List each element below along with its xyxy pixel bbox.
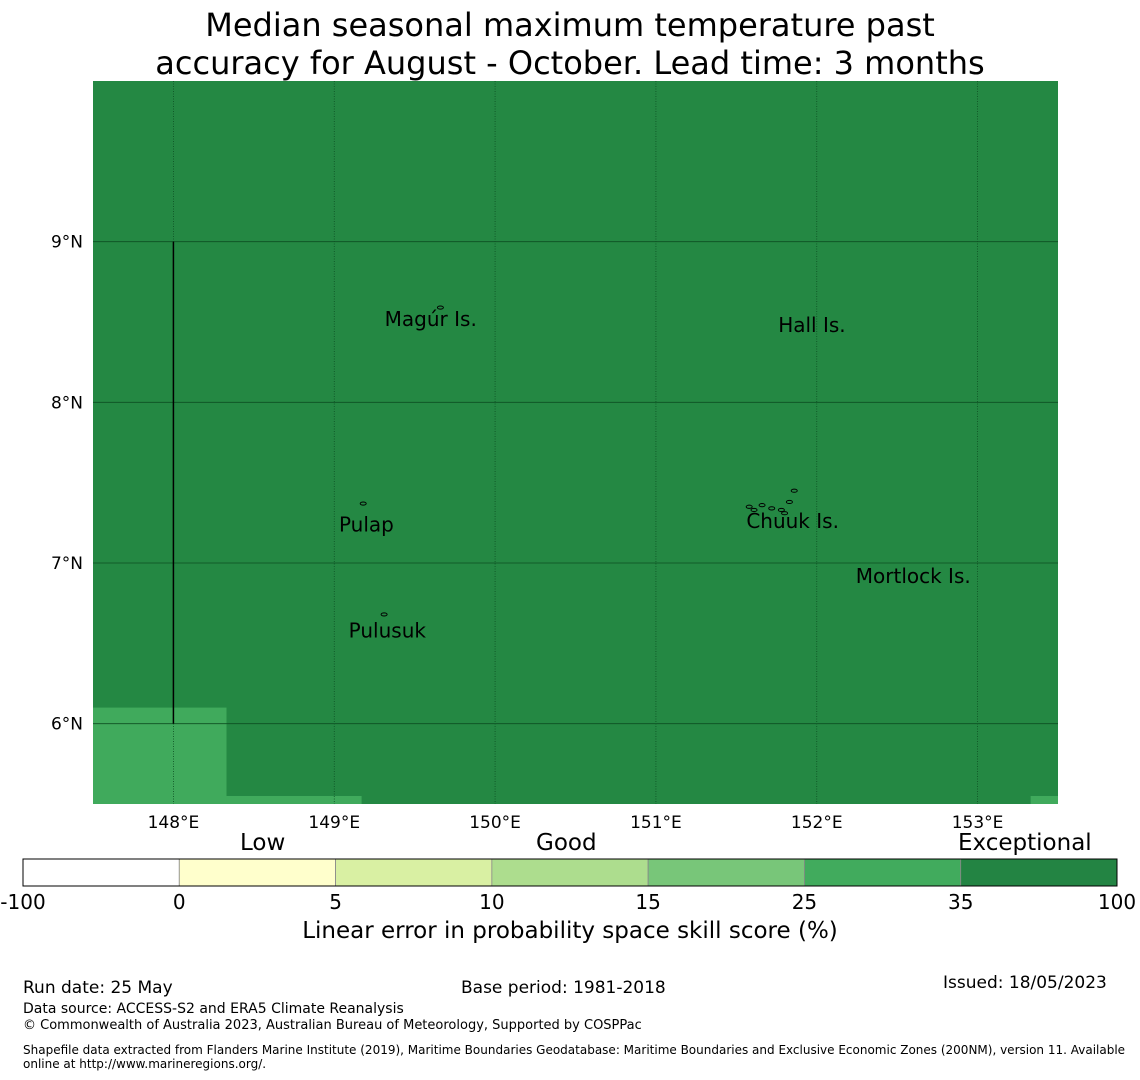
island-outline bbox=[785, 499, 793, 505]
legend-bin bbox=[491, 858, 649, 887]
island-outline bbox=[777, 507, 785, 513]
legend-bin bbox=[335, 858, 493, 887]
lon-tick-label: 153°E bbox=[952, 813, 1004, 833]
issued-date: Issued: 18/05/2023 bbox=[943, 973, 1107, 993]
island-outline bbox=[436, 305, 444, 310]
legend-tick-label: 15 bbox=[635, 890, 661, 914]
legend-low-label: Low bbox=[240, 830, 286, 856]
island-outline bbox=[781, 511, 789, 516]
legend-tick-label: 25 bbox=[791, 890, 818, 914]
legend-good-label: Good bbox=[536, 830, 597, 856]
legend-tick-label: 35 bbox=[947, 890, 974, 914]
data-source: Data source: ACCESS-S2 and ERA5 Climate … bbox=[23, 1001, 404, 1017]
lon-tick-label: 152°E bbox=[791, 813, 843, 833]
island-outline bbox=[745, 504, 753, 509]
legend-tick-label: 100 bbox=[1097, 890, 1137, 914]
lat-tick-label: 6°N bbox=[51, 715, 83, 735]
lat-tick-label: 8°N bbox=[51, 393, 83, 413]
island-outline bbox=[359, 501, 367, 506]
lower-skill-area bbox=[93, 707, 227, 804]
legend-axis-label: Linear error in probability space skill … bbox=[302, 918, 838, 944]
legend-bin bbox=[647, 858, 805, 887]
place-label: Chuuk Is. bbox=[746, 509, 839, 533]
legend-exceptional-label: Exceptional bbox=[958, 830, 1092, 856]
lat-tick-label: 9°N bbox=[51, 233, 83, 253]
lon-tick-label: 151°E bbox=[630, 813, 682, 833]
shapefile-credit-2: online at http://www.marineregions.org/. bbox=[23, 1057, 267, 1071]
title-line-1: Median seasonal maximum temperature past bbox=[205, 6, 935, 44]
lon-tick-label: 149°E bbox=[308, 813, 360, 833]
island-outline bbox=[750, 507, 758, 513]
copyright: © Commonwealth of Australia 2023, Austra… bbox=[23, 1018, 642, 1033]
skill-background bbox=[93, 81, 1058, 804]
place-label: Magúr Is. bbox=[385, 307, 477, 331]
island-outline bbox=[790, 488, 798, 493]
lat-tick-label: 7°N bbox=[51, 554, 83, 574]
lon-tick-label: 148°E bbox=[148, 813, 200, 833]
title-line-2: accuracy for August - October. Lead time… bbox=[155, 44, 985, 82]
place-label: Mortlock Is. bbox=[856, 564, 971, 588]
place-label: Hall Is. bbox=[778, 313, 845, 337]
legend-tick-label: 5 bbox=[329, 890, 342, 914]
island-outline bbox=[768, 506, 776, 511]
place-label: Pulap bbox=[339, 512, 394, 536]
legend-tick-label: 10 bbox=[479, 890, 505, 914]
legend-tick-label: 0 bbox=[172, 890, 186, 914]
legend-bin bbox=[804, 858, 962, 887]
island-outline bbox=[380, 612, 388, 617]
island-outline bbox=[758, 503, 766, 508]
shapefile-credit-1: Shapefile data extracted from Flanders M… bbox=[23, 1043, 1126, 1057]
base-period: Base period: 1981-2018 bbox=[461, 978, 666, 998]
legend-tick-label: -100 bbox=[0, 890, 46, 914]
run-date: Run date: 25 May bbox=[23, 978, 173, 998]
lower-skill-area bbox=[1030, 795, 1058, 804]
lon-tick-label: 150°E bbox=[469, 813, 521, 833]
legend-outline bbox=[22, 858, 1118, 887]
legend-bin bbox=[960, 858, 1118, 887]
legend-bin bbox=[22, 858, 180, 887]
lower-skill-area bbox=[226, 795, 362, 804]
legend-bin bbox=[178, 858, 336, 887]
chart-title: Median seasonal maximum temperature past… bbox=[0, 6, 1140, 82]
place-label: Pulusuk bbox=[349, 618, 427, 642]
